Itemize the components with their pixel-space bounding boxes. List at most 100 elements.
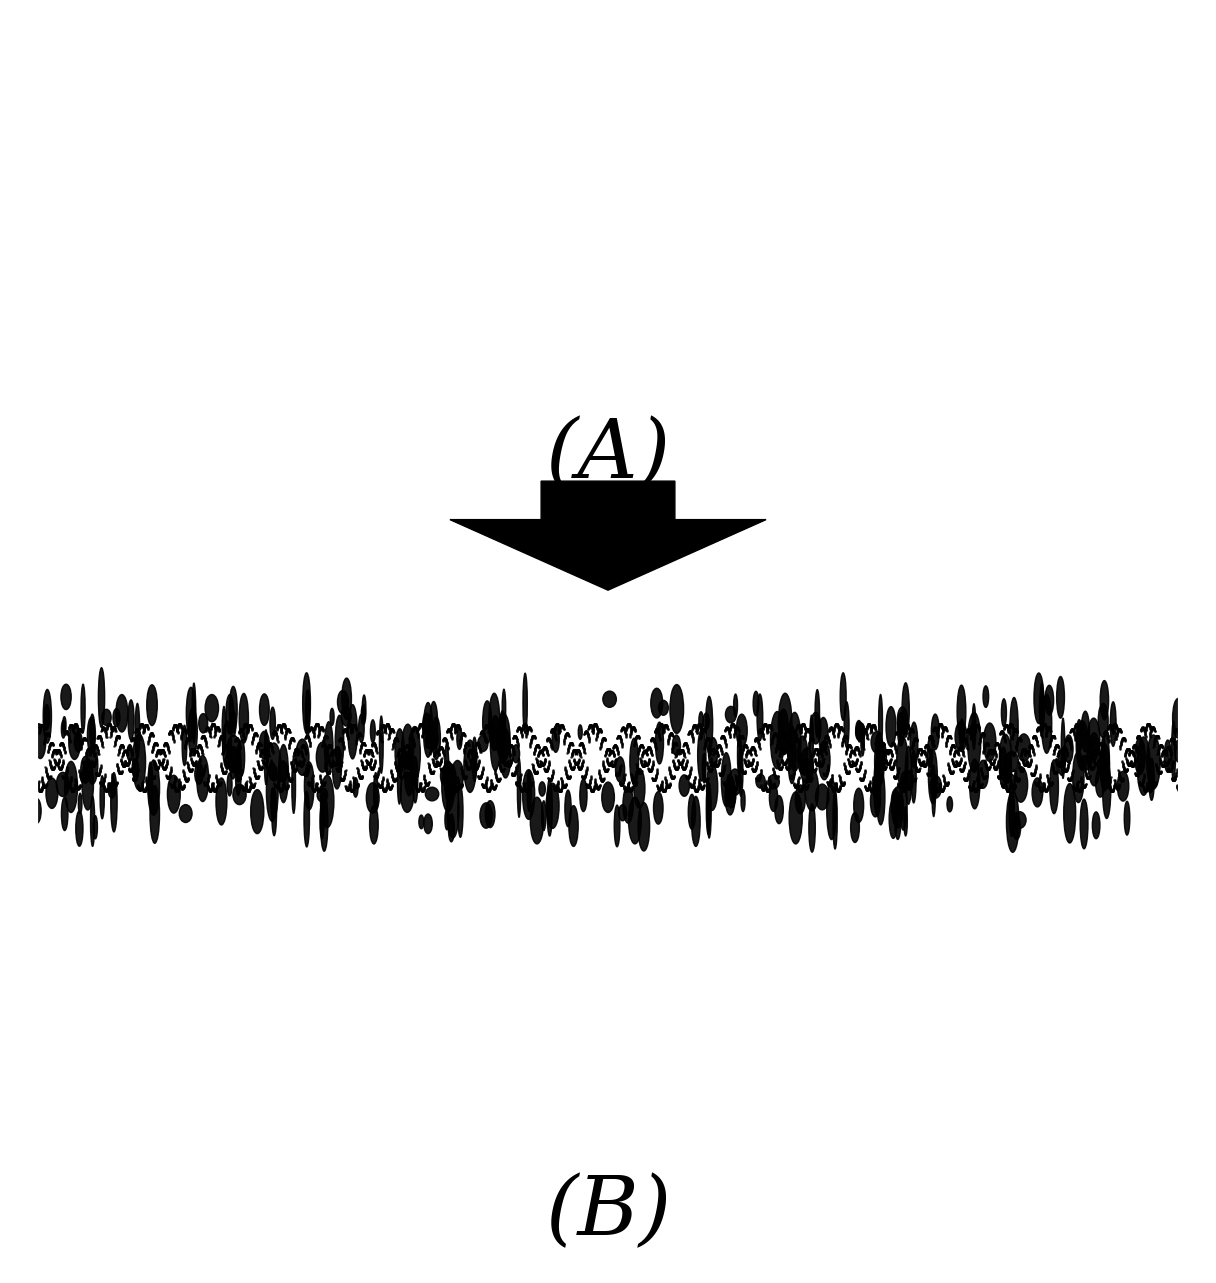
Ellipse shape <box>565 790 572 826</box>
Ellipse shape <box>1014 767 1028 802</box>
Ellipse shape <box>670 685 683 734</box>
Ellipse shape <box>472 738 477 781</box>
Ellipse shape <box>278 744 288 803</box>
Ellipse shape <box>844 702 849 748</box>
Ellipse shape <box>361 704 366 725</box>
Ellipse shape <box>1149 758 1154 801</box>
Ellipse shape <box>1004 758 1012 783</box>
Ellipse shape <box>1007 792 1019 852</box>
Ellipse shape <box>480 803 492 829</box>
Ellipse shape <box>984 724 996 762</box>
Ellipse shape <box>778 693 792 753</box>
Ellipse shape <box>113 708 120 726</box>
Ellipse shape <box>1080 756 1092 770</box>
Ellipse shape <box>81 758 94 810</box>
Ellipse shape <box>332 747 342 789</box>
Ellipse shape <box>1081 711 1090 752</box>
Ellipse shape <box>523 770 535 820</box>
Ellipse shape <box>227 774 232 795</box>
Ellipse shape <box>795 785 805 813</box>
Ellipse shape <box>133 734 146 790</box>
Ellipse shape <box>1006 774 1015 790</box>
Ellipse shape <box>931 765 935 816</box>
Ellipse shape <box>1002 699 1007 726</box>
Ellipse shape <box>500 711 506 749</box>
Ellipse shape <box>798 736 807 774</box>
Ellipse shape <box>1042 694 1052 753</box>
Ellipse shape <box>547 779 552 837</box>
Ellipse shape <box>769 775 779 789</box>
Ellipse shape <box>440 767 447 785</box>
Ellipse shape <box>1073 752 1083 803</box>
Ellipse shape <box>1092 812 1100 839</box>
Ellipse shape <box>738 745 743 797</box>
Ellipse shape <box>489 693 500 751</box>
Ellipse shape <box>777 730 787 752</box>
Ellipse shape <box>1076 720 1082 752</box>
Ellipse shape <box>579 725 582 739</box>
Ellipse shape <box>1000 747 1007 788</box>
Ellipse shape <box>815 689 820 738</box>
Ellipse shape <box>788 712 801 771</box>
Ellipse shape <box>64 761 78 812</box>
Ellipse shape <box>90 797 95 847</box>
Ellipse shape <box>703 713 709 730</box>
Ellipse shape <box>891 786 903 828</box>
Ellipse shape <box>423 713 430 734</box>
Ellipse shape <box>398 763 401 804</box>
Ellipse shape <box>426 726 439 751</box>
Ellipse shape <box>1004 752 1019 772</box>
Ellipse shape <box>851 812 860 843</box>
Ellipse shape <box>737 734 742 776</box>
Ellipse shape <box>911 751 916 803</box>
Ellipse shape <box>1172 698 1183 738</box>
Ellipse shape <box>373 772 378 811</box>
Ellipse shape <box>490 716 501 771</box>
Ellipse shape <box>496 713 510 762</box>
Ellipse shape <box>271 788 275 819</box>
Ellipse shape <box>1034 674 1043 724</box>
Ellipse shape <box>1096 769 1105 797</box>
Ellipse shape <box>809 804 815 852</box>
Ellipse shape <box>371 720 376 743</box>
Ellipse shape <box>342 679 351 720</box>
Ellipse shape <box>94 816 97 839</box>
Ellipse shape <box>895 797 901 839</box>
Ellipse shape <box>692 797 700 847</box>
Ellipse shape <box>62 717 66 734</box>
Ellipse shape <box>43 689 51 743</box>
Ellipse shape <box>854 788 863 822</box>
Ellipse shape <box>1062 718 1065 779</box>
Ellipse shape <box>405 751 413 795</box>
Ellipse shape <box>733 694 738 717</box>
Ellipse shape <box>800 758 811 776</box>
Ellipse shape <box>1100 680 1109 720</box>
Ellipse shape <box>1040 684 1045 734</box>
Ellipse shape <box>789 792 803 844</box>
Ellipse shape <box>1009 785 1014 837</box>
Ellipse shape <box>90 715 95 748</box>
Ellipse shape <box>726 707 736 722</box>
Ellipse shape <box>35 724 46 758</box>
Ellipse shape <box>911 722 918 767</box>
Ellipse shape <box>500 721 505 763</box>
Ellipse shape <box>179 804 192 822</box>
Ellipse shape <box>827 779 837 839</box>
Ellipse shape <box>412 757 418 803</box>
Ellipse shape <box>229 748 236 772</box>
Ellipse shape <box>238 739 244 775</box>
Ellipse shape <box>679 775 689 797</box>
Ellipse shape <box>1040 692 1045 727</box>
Ellipse shape <box>659 701 669 716</box>
Ellipse shape <box>778 709 788 742</box>
Ellipse shape <box>478 735 488 752</box>
Ellipse shape <box>370 806 378 844</box>
Ellipse shape <box>317 788 327 802</box>
Ellipse shape <box>1103 735 1109 786</box>
Ellipse shape <box>188 708 197 756</box>
Ellipse shape <box>1135 738 1145 775</box>
Ellipse shape <box>445 810 449 830</box>
Ellipse shape <box>292 757 295 813</box>
Ellipse shape <box>1098 703 1108 738</box>
Ellipse shape <box>897 713 905 745</box>
